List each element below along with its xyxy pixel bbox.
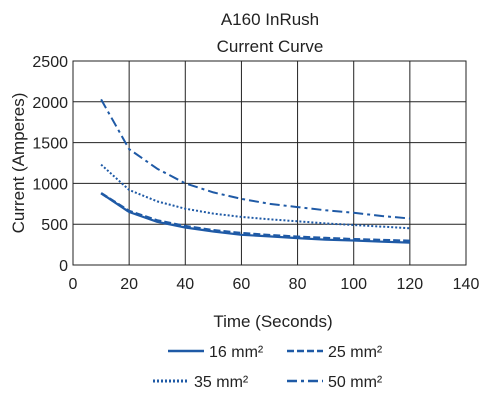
x-tick-labels: 0 20 40 60 80 100 120 140 [69,276,480,293]
chart-title-line-1: A160 InRush [221,10,319,29]
legend: 16 mm² 25 mm² 35 mm² 50 mm² [153,344,383,391]
legend-label-1: 16 mm² [209,344,264,361]
legend-label-3: 35 mm² [194,374,249,391]
series-line-4 [100,98,410,220]
y-tick-label-1: 500 [41,217,68,234]
y-tick-label-5: 2500 [32,54,68,71]
series-lines [100,98,410,244]
legend-label-4: 50 mm² [328,374,383,391]
y-axis-label: Current (Amperes) [9,93,28,234]
x-tick-label-3: 60 [233,276,251,293]
x-tick-label-1: 20 [120,276,138,293]
legend-label-2: 25 mm² [328,344,383,361]
x-tick-label-6: 120 [397,276,424,293]
chart-title-line-2: Current Curve [217,37,324,56]
x-tick-label-4: 80 [289,276,307,293]
y-tick-labels: 0 500 1000 1500 2000 2500 [32,54,68,275]
series-line-2 [100,192,410,243]
x-axis-label: Time (Seconds) [213,312,332,331]
y-tick-label-4: 2000 [32,95,68,112]
plot-area-frame [72,60,467,266]
x-tick-label-7: 140 [453,276,480,293]
y-tick-label-2: 1000 [32,176,68,193]
x-tick-label-5: 100 [340,276,367,293]
y-tick-label-3: 1500 [32,136,68,153]
y-tick-label-0: 0 [59,258,68,275]
x-tick-label-0: 0 [69,276,78,293]
x-tick-label-2: 40 [176,276,194,293]
